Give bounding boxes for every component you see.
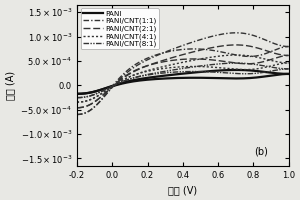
Line: PANI/CNT(4:1): PANI/CNT(4:1) — [77, 55, 289, 102]
PANI/CNT(1:1) — [228, 32, 232, 34]
PANI/CNT(2:1) — [234, 44, 238, 46]
PANI/CNT(8:1) — [75, 96, 79, 99]
PANI/CNT(8:1) — [208, 64, 212, 66]
PANI — [228, 69, 232, 71]
PANI — [144, 77, 148, 79]
PANI/CNT(2:1) — [159, 60, 163, 62]
PANI/CNT(2:1) — [75, 107, 79, 109]
PANI — [287, 73, 290, 75]
PANI/CNT(1:1) — [287, 45, 290, 48]
PANI/CNT(2:1) — [100, 94, 104, 97]
PANI/CNT(1:1) — [208, 36, 212, 38]
PANI/CNT(2:1) — [208, 47, 212, 49]
PANI/CNT(4:1) — [144, 70, 148, 72]
PANI/CNT(4:1) — [159, 66, 163, 68]
Legend: PANI, PANI/CNT(1:1), PANI/CNT(2:1), PANI/CNT(4:1), PANI/CNT(8:1): PANI, PANI/CNT(1:1), PANI/CNT(2:1), PANI… — [81, 8, 159, 49]
PANI/CNT(4:1) — [229, 54, 232, 56]
PANI/CNT(2:1) — [287, 54, 290, 57]
PANI/CNT(8:1) — [234, 62, 238, 64]
PANI/CNT(8:1) — [159, 71, 163, 73]
PANI/CNT(4:1) — [287, 62, 290, 64]
PANI/CNT(1:1) — [229, 32, 232, 34]
PANI/CNT(8:1) — [229, 62, 232, 64]
Y-axis label: 电流 (A): 电流 (A) — [5, 71, 15, 100]
PANI/CNT(2:1) — [144, 65, 148, 67]
PANI — [208, 70, 212, 72]
Line: PANI/CNT(8:1): PANI/CNT(8:1) — [77, 63, 289, 98]
Line: PANI/CNT(2:1): PANI/CNT(2:1) — [77, 45, 289, 108]
PANI/CNT(8:1) — [228, 62, 232, 64]
PANI/CNT(8:1) — [100, 90, 104, 92]
PANI/CNT(8:1) — [287, 68, 290, 70]
PANI — [234, 69, 238, 71]
PANI — [229, 69, 232, 71]
PANI/CNT(4:1) — [228, 54, 232, 56]
PANI/CNT(2:1) — [229, 44, 232, 46]
PANI/CNT(8:1) — [144, 74, 148, 76]
PANI/CNT(1:1) — [144, 59, 148, 62]
PANI — [159, 75, 163, 77]
PANI/CNT(4:1) — [75, 101, 79, 103]
PANI/CNT(4:1) — [208, 56, 212, 59]
PANI — [100, 88, 104, 90]
PANI/CNT(1:1) — [75, 113, 79, 116]
PANI/CNT(1:1) — [100, 98, 104, 100]
Text: (b): (b) — [254, 146, 268, 156]
X-axis label: 电位 (V): 电位 (V) — [168, 185, 197, 195]
PANI/CNT(2:1) — [228, 44, 232, 46]
Line: PANI/CNT(1:1): PANI/CNT(1:1) — [77, 33, 289, 114]
PANI/CNT(1:1) — [159, 53, 163, 55]
PANI — [75, 93, 79, 95]
PANI/CNT(4:1) — [234, 54, 238, 56]
Line: PANI: PANI — [77, 70, 289, 94]
PANI/CNT(4:1) — [100, 92, 104, 94]
PANI/CNT(1:1) — [234, 32, 238, 34]
